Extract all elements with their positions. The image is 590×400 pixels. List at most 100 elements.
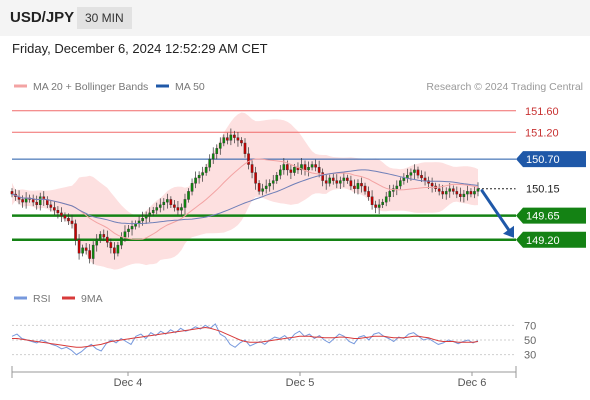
candle-body	[21, 199, 24, 203]
candle-body	[236, 137, 240, 141]
candle-body	[120, 236, 123, 246]
candle-body	[169, 199, 173, 206]
timeframe-button[interactable]: 30 MIN	[77, 7, 132, 29]
candle-body	[346, 177, 349, 181]
rsi-line	[11, 323, 479, 356]
candle-body	[91, 244, 95, 259]
candle-body	[427, 180, 430, 184]
candle-body	[197, 175, 201, 179]
level-label-151.20: 151.20	[525, 127, 559, 139]
candle-body	[77, 239, 81, 254]
candle-body	[293, 166, 296, 173]
candle-body	[215, 148, 219, 154]
candle-body	[377, 204, 381, 208]
candle-body	[289, 169, 293, 173]
arrow-shaft	[480, 189, 512, 234]
candle-body	[243, 142, 247, 154]
candle-body	[35, 201, 39, 206]
x-tick-label-Dec 6: Dec 6	[458, 377, 487, 389]
candle-body	[148, 212, 151, 216]
ma50-legend-label: MA 50	[175, 81, 205, 93]
candle-body	[204, 166, 208, 173]
ma50-line	[11, 169, 479, 225]
candle-body	[367, 191, 370, 197]
rsi-9ma-line	[12, 326, 479, 348]
candle-body	[226, 137, 229, 141]
candle-body	[264, 185, 268, 189]
candle-body	[370, 196, 374, 206]
instrument-title: USD/JPY	[10, 9, 75, 26]
candle-body	[455, 191, 459, 195]
rsi-panel: 70 50 30	[11, 320, 536, 362]
candle-body	[84, 247, 88, 251]
candle-body	[473, 191, 476, 195]
rsi-legend-label: RSI	[33, 293, 51, 305]
candle-body	[247, 153, 250, 165]
candle-body	[441, 191, 444, 195]
candle-body	[109, 242, 113, 249]
rsi-tick-label-50: 50	[524, 335, 536, 347]
candle-body	[10, 191, 14, 195]
level-labels: 151.60 151.20 150.70 150.15 149.65 149.20	[515, 106, 587, 248]
candle-body	[342, 177, 346, 181]
candle-body	[222, 137, 226, 144]
candle-body	[413, 169, 416, 173]
candle-body	[307, 166, 310, 171]
candle-body	[349, 180, 353, 187]
candle-body	[95, 239, 99, 246]
moving-averages	[11, 158, 479, 240]
candle-body	[127, 228, 130, 232]
candle-body	[459, 193, 462, 197]
candle-body	[151, 209, 155, 214]
candle-body	[60, 212, 63, 216]
candle-body	[38, 196, 42, 206]
candle-body	[279, 169, 282, 176]
candle-body	[141, 218, 144, 222]
candle-body	[420, 175, 423, 179]
candle-body	[310, 164, 314, 168]
candle-body	[469, 191, 473, 195]
candle-body	[261, 188, 264, 192]
candle-body	[300, 164, 303, 171]
candle-body	[275, 175, 279, 181]
candle-body	[229, 134, 233, 141]
candle-body	[395, 185, 399, 189]
candle-body	[158, 204, 162, 208]
candle-body	[335, 180, 339, 184]
bollinger-bands	[12, 112, 478, 270]
candle-body	[31, 199, 35, 203]
candle-body	[451, 188, 455, 192]
candle-body	[116, 244, 120, 254]
candle-body	[233, 134, 236, 138]
candle-body	[374, 204, 377, 208]
candle-body	[190, 183, 194, 192]
ma20-line	[11, 158, 479, 240]
candle-body	[257, 183, 261, 192]
candle-body	[381, 201, 384, 206]
candle-body	[303, 164, 307, 171]
candle-body	[49, 204, 53, 208]
candle-body	[314, 164, 317, 168]
candle-body	[240, 140, 243, 144]
x-axis: Dec 4 Dec 5 Dec 6	[11, 366, 517, 389]
candle-body	[286, 164, 289, 171]
level-tag-150.70	[516, 151, 586, 168]
candle-body	[437, 188, 441, 192]
candle-body	[321, 172, 324, 181]
x-tick-label-Dec 5: Dec 5	[286, 377, 315, 389]
candle-body	[98, 234, 102, 240]
candle-body	[74, 223, 77, 240]
ma9-legend-label: 9MA	[81, 293, 103, 305]
rsi-tick-label-70: 70	[524, 320, 536, 332]
candle-body	[466, 191, 469, 195]
candle-body	[81, 247, 84, 254]
candle-body	[384, 196, 388, 203]
candle-body	[250, 164, 254, 173]
level-label-149.20: 149.20	[526, 235, 560, 247]
candle-body	[324, 180, 328, 184]
level-label-150.70: 150.70	[526, 154, 560, 166]
header-bar: USD/JPY 30 MIN	[0, 0, 590, 36]
datestamp: Friday, December 6, 2024 12:52:29 AM CET	[12, 41, 268, 56]
candle-body	[187, 191, 190, 200]
